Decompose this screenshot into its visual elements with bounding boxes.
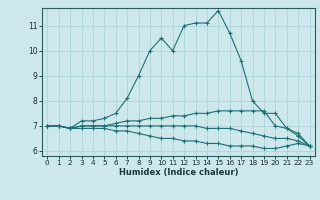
X-axis label: Humidex (Indice chaleur): Humidex (Indice chaleur) (119, 168, 238, 177)
